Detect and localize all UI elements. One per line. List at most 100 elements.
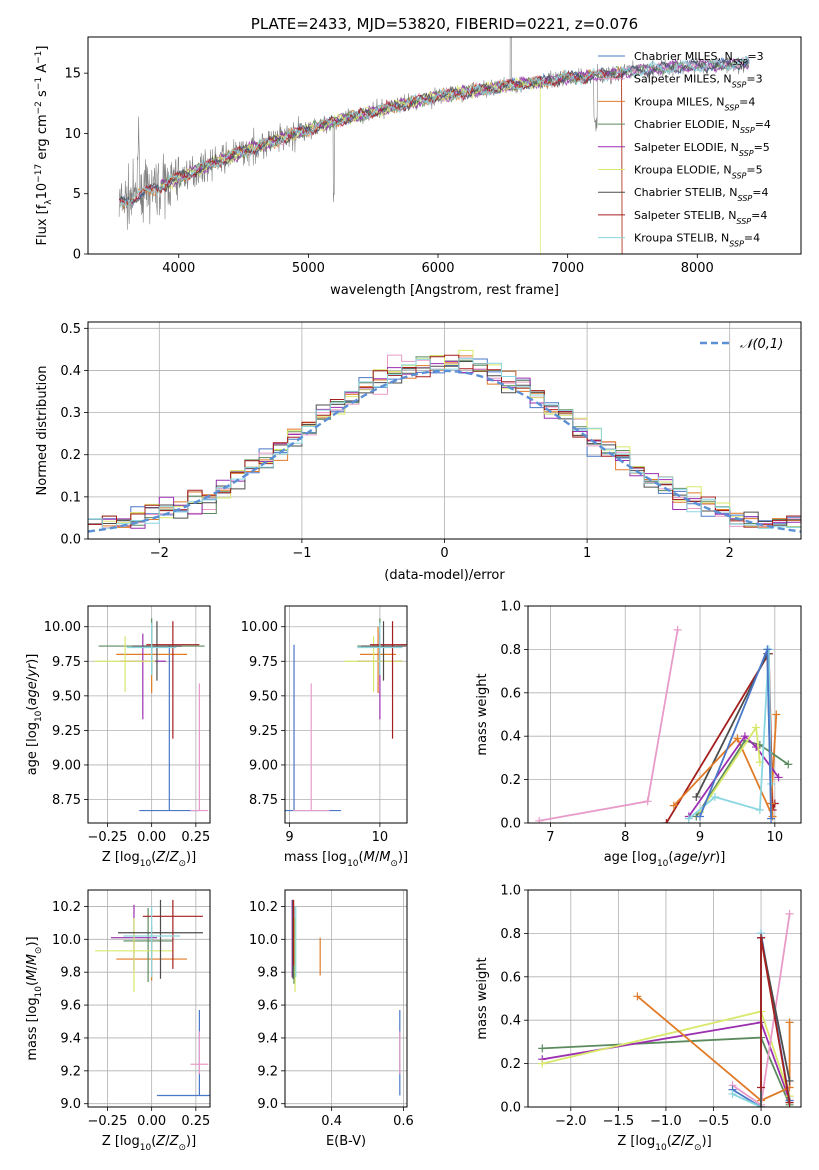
legend-label-sub: SSP: [733, 58, 748, 67]
y-tick-label: 9.50: [52, 689, 81, 704]
legend-label-post: =4: [755, 118, 771, 131]
y-tick-label: 8.75: [249, 793, 278, 808]
chabrier_stelib-errorbar: [132, 621, 182, 681]
kroupa_miles-weight-marker: [772, 710, 781, 719]
mass_weight_vs_Z-panel: −2.0 −1.5 −1.0 −0.5 0.0 0.0 0.2 0.4 0.6 0.8 1.0 Z […: [475, 884, 802, 1153]
x-tick-label: 9: [696, 830, 704, 845]
y-tick-label: 10.00: [241, 620, 278, 635]
x-tick-label: 7000: [551, 261, 584, 276]
x-axis-label-part: M: [364, 850, 375, 865]
y-tick-label: 0.2: [500, 773, 521, 788]
y-axis-label-part: ]: [35, 46, 50, 51]
legend-label-post: =5: [746, 164, 762, 177]
y-tick-label: 9.75: [52, 655, 81, 670]
kroupa_elodie-weight-marker: [538, 1059, 547, 1068]
normal-distribution-curve: [88, 369, 801, 533]
chabrier_stelib-residual-histogram: [88, 361, 801, 526]
x-axis-label-part: Z: [155, 1134, 166, 1149]
legend-label: Kroupa STELIB, NSSP=4: [634, 232, 760, 249]
legend-label: Chabrier MILES, NSSP=3: [634, 50, 764, 67]
y-tick-label: 9.25: [52, 724, 81, 739]
y-axis-label-part: )]: [25, 936, 40, 946]
axes-frame: [527, 605, 802, 824]
y-axis-label-part: −17: [34, 164, 44, 183]
x-tick-label: 10: [372, 830, 389, 845]
y-axis-label-part: A: [35, 64, 50, 77]
y-axis-label-part: −2: [34, 101, 44, 114]
y-tick-label: 0.6: [500, 970, 521, 985]
x-axis-label-part: 10: [140, 1143, 152, 1153]
mass_vs_Z-plot-area: [95, 899, 210, 1097]
x-tick-label: 1: [583, 546, 591, 561]
salpeter_miles-weight-line: [539, 629, 679, 822]
chabrier_stelib-errorbar: [360, 621, 407, 681]
chart-title: PLATE=2433, MJD=53820, FIBERID=0221, z=0…: [251, 15, 638, 33]
y-tick-label: 1.0: [500, 600, 521, 615]
x-axis-label-part: Z [log: [617, 1134, 655, 1149]
chabrier_elodie-errorbar: [123, 908, 173, 983]
y-tick-label: 10.00: [44, 620, 81, 635]
chabrier_miles-weight-marker: [763, 645, 772, 654]
legend-label-text: Salpeter MILES, N: [634, 73, 732, 86]
y-tick-label: 0.8: [500, 927, 521, 942]
y-tick-label: 9.75: [249, 655, 278, 670]
x-tick-label: −1.5: [603, 1114, 635, 1129]
y-axis-label-part: age: [25, 681, 40, 705]
y-axis-label: Normed distribution: [35, 366, 50, 496]
salpeter_stelib-weight-marker: [757, 933, 766, 942]
x-axis-label-part: age [log: [604, 850, 657, 865]
axes-frame: [284, 605, 408, 824]
y-tick-label: 9.2: [257, 1064, 278, 1079]
x-axis-label-part: yr: [701, 850, 717, 865]
y-axis-label: mass weight: [475, 673, 490, 755]
mass_vs_EBV-panel: 0.4 0.6 9.0 9.2 9.4 9.6 9.8 10.0 10.2 E(B-V): [249, 889, 414, 1149]
salpeter_stelib-errorbar: [146, 621, 200, 739]
spectrum-panel: 4000 5000 6000 7000 8000 0 5 10 15 PLATE=2433, MJ…: [34, 15, 802, 298]
chabrier_stelib-weight-line: [695, 653, 772, 804]
x-tick-label: 0.4: [321, 1114, 342, 1129]
legend-label-text: Chabrier STELIB, N: [634, 186, 738, 199]
legend-label-sub: SSP: [732, 80, 747, 89]
y-tick-label: 9.6: [257, 999, 278, 1014]
y-tick-label: 10.0: [52, 933, 81, 948]
y-tick-label: 5: [73, 187, 81, 202]
kroupa_stelib-errorbar: [126, 622, 177, 676]
x-tick-label: 10: [767, 830, 784, 845]
x-tick-label: 9: [285, 830, 293, 845]
y-tick-label: 9.6: [60, 999, 81, 1014]
x-tick-label: 0: [440, 546, 448, 561]
y-tick-label: 0.0: [60, 533, 81, 548]
kroupa_stelib-weight-marker: [755, 805, 764, 814]
kroupa_miles-errorbar: [360, 626, 397, 694]
mass_weight_vs_Z-plot-area: [538, 909, 794, 1107]
y-tick-label: 9.0: [257, 1097, 278, 1112]
x-axis-label-part: mass [log: [284, 850, 347, 865]
normal-legend-label: 𝒩(0,1): [740, 337, 783, 352]
y-tick-label: 0.4: [500, 730, 521, 745]
y-tick-label: 1.0: [500, 884, 521, 899]
y-tick-label: 10.2: [52, 900, 81, 915]
y-tick-label: 0.6: [500, 686, 521, 701]
x-tick-label: 6000: [421, 261, 454, 276]
y-axis-label-part: /: [25, 965, 40, 970]
legend-label-text: Kroupa STELIB, N: [634, 232, 729, 245]
kroupa_stelib-weight-marker: [728, 1089, 737, 1098]
y-axis-label-part: 10: [34, 710, 44, 722]
kroupa_stelib-residual-histogram: [88, 357, 801, 529]
legend-label-text: Kroupa ELODIE, N: [634, 164, 732, 177]
kroupa_miles-weight-marker: [669, 801, 678, 810]
axes-frame: [87, 321, 802, 540]
axes-frame: [87, 36, 802, 255]
chabrier_elodie-weight-marker: [784, 760, 793, 769]
legend-label-post: =4: [752, 186, 768, 199]
chabrier_miles-weight-marker: [767, 814, 776, 823]
x-axis-label-part: (: [668, 850, 673, 865]
x-axis-label-part: ⊙: [390, 859, 398, 869]
x-axis-label-part: /: [165, 1134, 170, 1149]
x-axis-label-part: /: [375, 850, 380, 865]
y-tick-label: 0.1: [60, 490, 81, 505]
y-tick-label: 0.8: [500, 643, 521, 658]
salpeter_stelib-errorbar: [142, 899, 203, 969]
y-tick-label: 9.50: [249, 689, 278, 704]
